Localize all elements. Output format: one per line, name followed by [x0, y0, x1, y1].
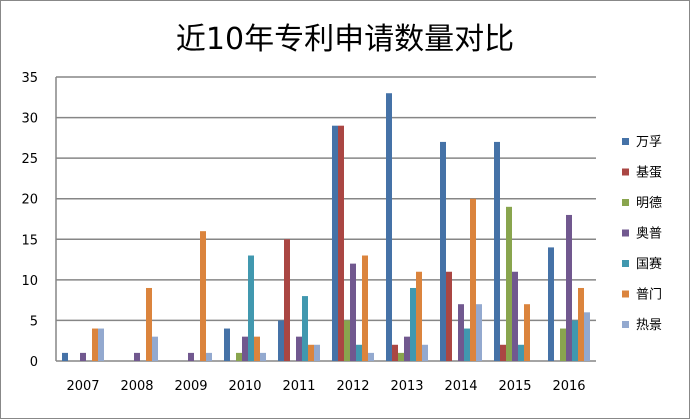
- bar-国赛-2015: [518, 344, 524, 361]
- bar-普门-2009: [200, 231, 206, 361]
- bar-热景-2013: [422, 344, 428, 361]
- legend-swatch: [622, 168, 629, 176]
- bar-明德-2012: [344, 320, 350, 361]
- legend-swatch: [622, 290, 629, 298]
- bar-热景-2008: [152, 336, 158, 361]
- bar-基蛋-2015: [500, 344, 506, 361]
- bar-基蛋-2012: [338, 125, 344, 361]
- bar-奥普-2015: [512, 271, 518, 361]
- bar-基蛋-2013: [392, 344, 398, 361]
- bar-万孚-2013: [386, 93, 392, 361]
- bar-国赛-2013: [410, 287, 416, 361]
- bar-万孚-2012: [332, 125, 338, 361]
- legend-swatch: [622, 199, 629, 206]
- bar-热景-2016: [584, 312, 590, 361]
- legend-swatch: [622, 138, 629, 145]
- chart-title: 近10年专利申请数量对比: [175, 22, 515, 57]
- y-tick-label: 10: [21, 274, 38, 289]
- bar-明德-2013: [398, 352, 404, 361]
- y-tick-label: 20: [21, 193, 38, 208]
- legend-label: 热景: [636, 318, 662, 333]
- bar-国赛-2012: [356, 344, 362, 361]
- x-tick-label: 2008: [120, 379, 153, 394]
- x-tick-label: 2016: [552, 379, 585, 394]
- bar-奥普-2013: [404, 336, 410, 361]
- bar-基蛋-2011: [284, 239, 290, 361]
- legend-label: 基蛋: [636, 166, 662, 181]
- bar-奥普-2014: [458, 304, 464, 361]
- bar-热景-2014: [476, 304, 482, 361]
- bar-万孚-2016: [548, 247, 554, 361]
- y-tick-label: 5: [30, 314, 38, 329]
- bar-普门-2016: [578, 287, 584, 361]
- legend-label: 明德: [636, 196, 662, 211]
- bar-普门-2012: [362, 255, 368, 361]
- y-tick-label: 25: [21, 152, 38, 167]
- bar-国赛-2014: [464, 328, 470, 361]
- legend-swatch: [622, 229, 629, 237]
- x-tick-label: 2013: [390, 379, 423, 394]
- x-tick-label: 2012: [336, 379, 369, 394]
- x-tick-label: 2007: [66, 379, 99, 394]
- legend-swatch: [622, 260, 629, 267]
- y-tick-label: 35: [21, 71, 38, 86]
- legend-label: 国赛: [636, 256, 662, 272]
- bar-明德-2010: [236, 352, 242, 361]
- bar-热景-2010: [260, 352, 266, 361]
- bar-普门-2010: [254, 336, 260, 361]
- bar-奥普-2012: [350, 263, 356, 361]
- bar-普门-2007: [92, 328, 98, 361]
- y-tick-label: 30: [21, 112, 38, 127]
- bar-万孚-2015: [494, 141, 500, 361]
- x-tick-label: 2015: [498, 379, 531, 394]
- bar-明德-2016: [560, 328, 566, 361]
- bar-奥普-2008: [134, 352, 140, 361]
- x-tick-label: 2014: [444, 379, 477, 394]
- bar-奥普-2016: [566, 214, 572, 361]
- bar-普门-2011: [308, 344, 314, 361]
- bar-普门-2014: [470, 198, 476, 361]
- bar-热景-2007: [98, 328, 104, 361]
- legend-label: 奥普: [636, 227, 662, 242]
- bar-奥普-2011: [296, 336, 302, 361]
- bar-万孚-2014: [440, 141, 446, 361]
- bar-奥普-2010: [242, 336, 248, 361]
- y-tick-label: 15: [21, 233, 38, 248]
- bar-万孚-2007: [62, 352, 68, 361]
- bar-普门-2013: [416, 271, 422, 361]
- bar-万孚-2010: [224, 328, 230, 361]
- bar-热景-2012: [368, 352, 374, 361]
- y-tick-label: 0: [30, 355, 38, 370]
- x-tick-label: 2010: [228, 379, 261, 394]
- bar-奥普-2007: [80, 352, 86, 361]
- x-tick-label: 2011: [282, 379, 315, 394]
- bar-基蛋-2014: [446, 271, 452, 361]
- bar-国赛-2011: [302, 296, 308, 361]
- legend-swatch: [622, 321, 629, 328]
- bar-普门-2015: [524, 304, 530, 361]
- x-tick-label: 2009: [174, 379, 207, 394]
- bar-国赛-2016: [572, 320, 578, 361]
- bar-奥普-2009: [188, 352, 194, 361]
- bar-明德-2015: [506, 206, 512, 361]
- legend-label: 万孚: [636, 135, 662, 150]
- bar-万孚-2011: [278, 320, 284, 361]
- legend-label: 普门: [636, 288, 662, 303]
- bar-国赛-2010: [248, 255, 254, 361]
- bar-热景-2011: [314, 344, 320, 361]
- bar-普门-2008: [146, 287, 152, 361]
- bar-热景-2009: [206, 352, 212, 361]
